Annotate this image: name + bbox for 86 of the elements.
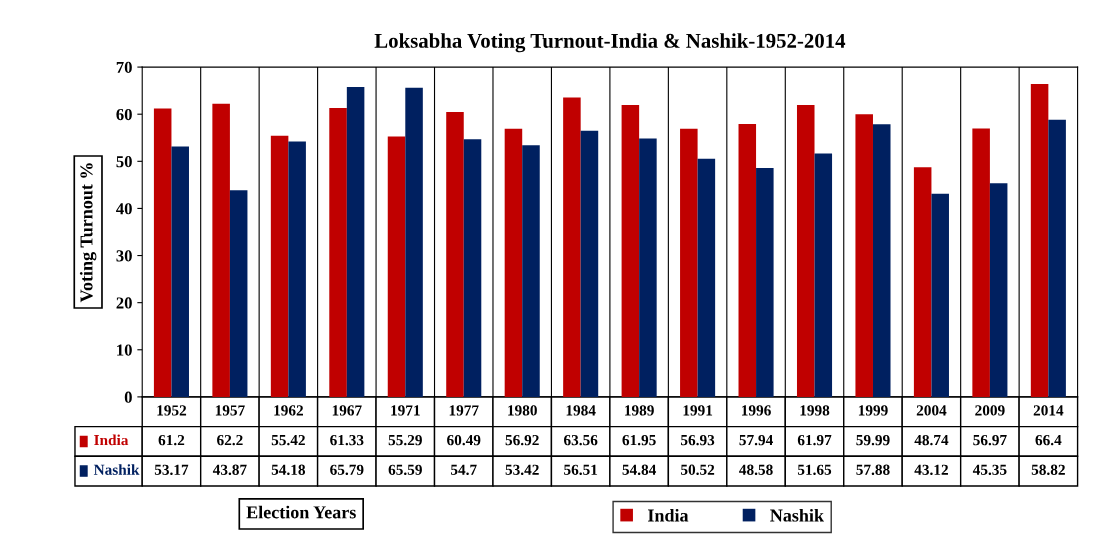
bar <box>855 114 873 397</box>
y-tick-label: 60 <box>116 108 132 121</box>
bar <box>171 146 189 397</box>
y-tick-label: 40 <box>116 203 132 215</box>
text: Nashik <box>770 508 824 522</box>
data-label: 43.12 <box>914 464 948 475</box>
legend-label: Nashik <box>93 464 140 475</box>
x-tick-label: 2004 <box>916 405 947 416</box>
x-tick-label: 1989 <box>625 405 654 416</box>
bar <box>346 86 365 397</box>
data-label: 61.95 <box>622 434 656 446</box>
bar <box>1030 84 1049 397</box>
x-tick-label: 1998 <box>800 405 830 416</box>
data-label: 62.2 <box>217 434 243 446</box>
data-label: 54.84 <box>622 464 657 475</box>
x-tick-label: 2009 <box>975 405 1005 416</box>
bar <box>580 130 599 397</box>
bar <box>680 128 698 397</box>
chart-title: Loksabha Voting Turnout-India & Nashik-1952-2014 <box>374 33 846 53</box>
bar <box>931 193 949 397</box>
data-label: 53.42 <box>505 464 539 475</box>
x-tick-label: 1984 <box>566 405 596 416</box>
legend-label: India <box>94 434 129 446</box>
data-label: 43.87 <box>212 464 247 475</box>
data-label: 55.42 <box>271 434 305 446</box>
data-label: 60.49 <box>447 434 481 446</box>
bar <box>814 153 833 397</box>
x-axis-title: Election Years <box>246 505 356 519</box>
data-label: 55.29 <box>388 434 422 446</box>
data-label: 65.79 <box>330 464 364 475</box>
data-label: 45.35 <box>972 464 1007 475</box>
data-label: 56.51 <box>564 464 598 475</box>
x-tick-label: 1952 <box>157 405 187 416</box>
x-tick-label: 1996 <box>742 405 771 416</box>
bar <box>756 168 774 397</box>
y-tick-label: 10 <box>117 344 132 356</box>
data-label: 57.88 <box>856 464 890 475</box>
y-tick-label: 20 <box>116 297 132 309</box>
text: India <box>648 508 689 522</box>
x-tick-label: 1967 <box>332 405 362 416</box>
data-label: 54.18 <box>271 464 306 475</box>
bar <box>1048 119 1066 397</box>
data-label: 59.99 <box>856 434 890 446</box>
x-tick-label: 1962 <box>274 405 303 416</box>
bar <box>446 111 464 397</box>
x-tick-label: 2014 <box>1033 405 1064 416</box>
x-tick-label: 1971 <box>391 405 420 416</box>
data-label: 61.2 <box>158 434 185 446</box>
x-tick-label: 1999 <box>858 405 888 416</box>
data-label: 51.65 <box>797 464 832 475</box>
bar <box>463 139 482 397</box>
data-label: 48.58 <box>739 464 773 475</box>
y-tick-label: 50 <box>116 156 132 168</box>
bar <box>639 138 657 397</box>
bar <box>405 87 423 397</box>
bar <box>288 141 306 397</box>
bar <box>329 107 347 397</box>
y-tick-label: 30 <box>116 250 132 262</box>
y-tick-label: 0 <box>124 391 132 403</box>
bar <box>563 97 581 397</box>
data-label: 61.33 <box>330 434 364 446</box>
data-label: 50.52 <box>681 464 715 475</box>
bar <box>697 158 716 397</box>
bar <box>989 183 1008 397</box>
data-label: 56.92 <box>505 434 539 446</box>
bar <box>972 128 990 397</box>
data-label: 48.74 <box>914 434 949 446</box>
data-label: 61.97 <box>797 434 832 446</box>
data-label: 57.94 <box>739 434 773 446</box>
data-label: 63.56 <box>564 434 598 446</box>
data-label: 56.93 <box>681 434 715 446</box>
data-label: 53.17 <box>154 464 189 475</box>
x-tick-label: 1977 <box>449 405 479 416</box>
bar <box>212 103 230 397</box>
bar <box>522 145 540 397</box>
x-tick-label: 1980 <box>508 405 537 416</box>
y-tick-label: 70 <box>116 61 132 74</box>
y-axis-title: Voting Turnout % <box>79 163 97 303</box>
data-label: 65.59 <box>388 464 422 475</box>
bar <box>796 104 815 397</box>
data-label: 58.82 <box>1031 464 1065 475</box>
data-label: 56.97 <box>973 434 1007 446</box>
data-label: 66.4 <box>1035 434 1062 446</box>
data-label: 54.7 <box>451 464 477 475</box>
x-tick-label: 1957 <box>215 405 245 416</box>
x-tick-label: 1991 <box>683 405 713 416</box>
